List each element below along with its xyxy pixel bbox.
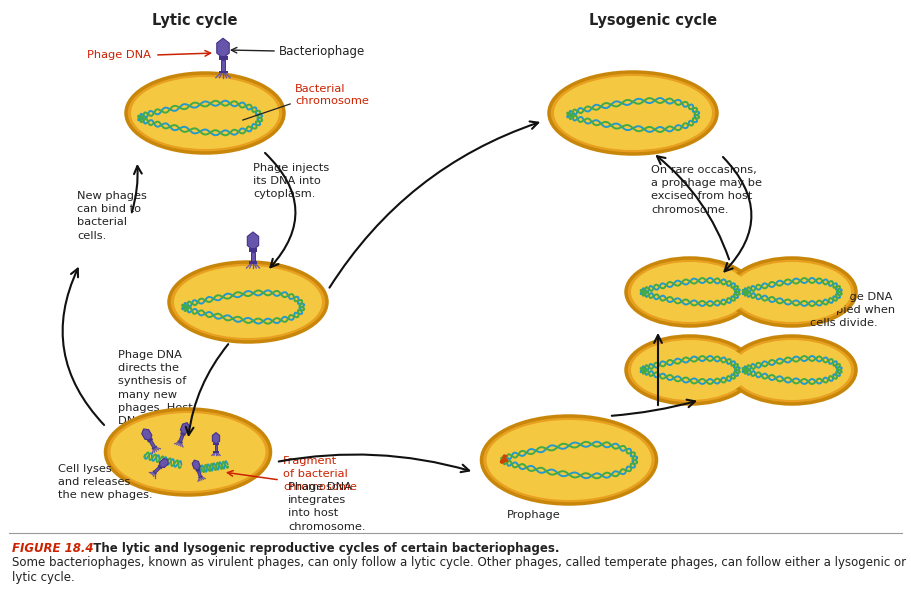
Text: On rare occasions,
a prophage may be
excised from host
chromosome.: On rare occasions, a prophage may be exc… [651,165,762,215]
Ellipse shape [631,340,749,400]
Text: FIGURE 18.4: FIGURE 18.4 [12,542,94,555]
Bar [197,470,201,477]
Text: Bacteriophage: Bacteriophage [279,44,365,58]
Bar [213,451,219,452]
Ellipse shape [110,413,265,491]
Bar [151,445,158,449]
Ellipse shape [554,76,712,150]
Ellipse shape [626,258,754,326]
FancyArrowPatch shape [132,166,142,212]
Ellipse shape [126,73,284,153]
Bar [196,468,200,471]
FancyArrowPatch shape [186,344,229,435]
Ellipse shape [482,416,657,504]
Text: Lytic cycle: Lytic cycle [152,13,238,28]
Bar [215,445,218,451]
Ellipse shape [733,340,851,400]
FancyArrowPatch shape [265,153,295,267]
Polygon shape [180,423,189,434]
Text: Cell lyses
and releases
the new phages.: Cell lyses and releases the new phages. [58,464,153,500]
FancyArrowPatch shape [723,157,752,272]
Bar [249,248,257,251]
Text: Prophage DNA
is copied when
cells divide.: Prophage DNA is copied when cells divide… [810,292,896,328]
Ellipse shape [169,262,327,342]
Text: Phage DNA: Phage DNA [87,50,151,60]
Ellipse shape [733,262,851,322]
Text: Phage injects
its DNA into
cytoplasm.: Phage injects its DNA into cytoplasm. [253,163,329,199]
Text: Phage DNA
integrates
into host
chromosome.: Phage DNA integrates into host chromosom… [288,482,365,531]
Bar [220,60,225,71]
Polygon shape [159,459,169,467]
Polygon shape [212,432,220,444]
Ellipse shape [728,258,856,326]
Bar [219,71,228,73]
FancyArrowPatch shape [612,400,695,416]
Bar [154,467,160,473]
Text: Bacterial
chromosome: Bacterial chromosome [295,84,369,106]
Bar [219,56,228,60]
Bar [251,251,255,262]
FancyArrowPatch shape [330,122,538,288]
Bar [147,438,153,442]
Ellipse shape [631,262,749,322]
Ellipse shape [106,409,271,495]
Polygon shape [217,38,230,58]
Ellipse shape [549,72,717,154]
Ellipse shape [174,266,322,338]
FancyArrowPatch shape [279,454,469,472]
Bar [178,440,183,444]
Bar [149,440,155,448]
Bar [249,262,257,263]
FancyArrowPatch shape [63,269,104,425]
Bar [152,470,157,474]
Bar [198,476,203,479]
Text: Fragment
of bacterial
chromosome: Fragment of bacterial chromosome [283,456,357,492]
Ellipse shape [131,77,279,149]
Text: New phages
can bind to
bacterial
cells.: New phages can bind to bacterial cells. [77,191,147,241]
Bar [158,464,162,470]
Ellipse shape [728,336,856,404]
Text: The lytic and lysogenic reproductive cycles of certain bacteriophages.: The lytic and lysogenic reproductive cyc… [85,542,559,555]
Ellipse shape [626,336,754,404]
Ellipse shape [486,420,651,500]
Text: Some bacteriophages, known as virulent phages, can only follow a lytic cycle. Ot: Some bacteriophages, known as virulent p… [12,556,906,584]
Polygon shape [192,460,200,470]
Bar [213,443,219,445]
FancyArrowPatch shape [657,156,729,259]
FancyArrowPatch shape [654,335,662,405]
Polygon shape [247,232,259,250]
Bar [180,432,186,436]
Text: Prophage: Prophage [507,510,561,520]
Bar [179,435,184,442]
Polygon shape [142,429,152,440]
Text: Phage DNA
directs the
synthesis of
many new
phages. Host
DNA is digested
into fr: Phage DNA directs the synthesis of many … [118,350,209,439]
Text: Lysogenic cycle: Lysogenic cycle [589,13,717,28]
